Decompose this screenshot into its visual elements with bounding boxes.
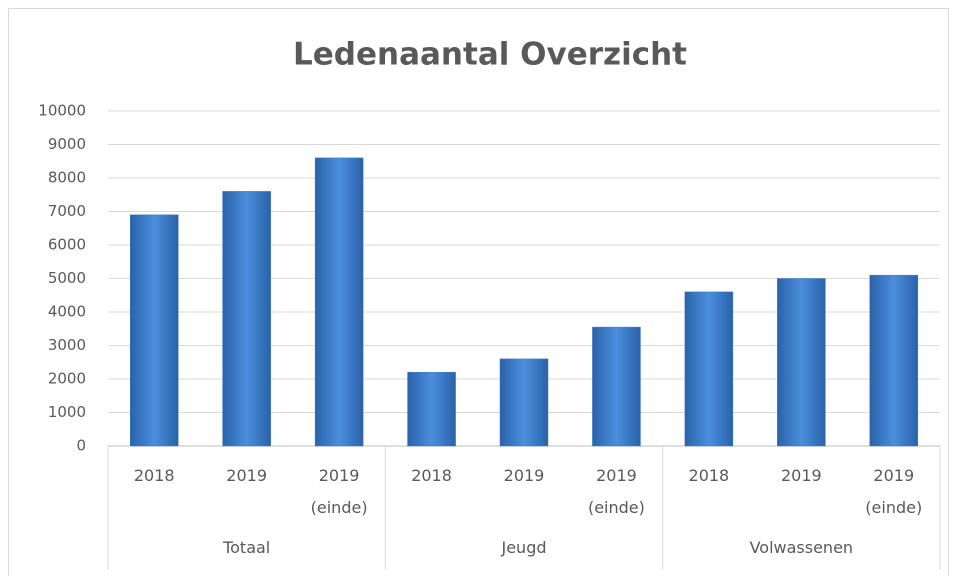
chart-title: Ledenaantal Overzicht [293, 37, 687, 73]
bar [314, 157, 364, 447]
bar [222, 191, 271, 447]
x-tick-label: 2018 [688, 466, 730, 485]
y-tick-label: 10000 [38, 102, 86, 120]
x-tick-label: 2018 [133, 466, 175, 485]
bar [684, 291, 734, 447]
bar [407, 372, 456, 447]
bar [869, 274, 919, 447]
bar [777, 278, 826, 447]
x-tick-label: 2019 [503, 466, 545, 485]
x-tick-label: 2019 [226, 466, 268, 485]
y-tick-label: 3000 [48, 336, 86, 354]
group-label: Volwassenen [749, 538, 854, 557]
chart-border [8, 8, 949, 576]
x-tick-label: 2019 [780, 466, 822, 485]
y-tick-label: 6000 [48, 236, 86, 254]
x-tick-label: 2019 (einde) [587, 466, 645, 517]
y-tick-label: 2000 [48, 370, 86, 388]
y-tick-label: 1000 [48, 403, 86, 421]
x-tick-label: 2019 (einde) [310, 466, 368, 517]
y-tick-label: 0 [76, 437, 86, 455]
x-tick-label: 2018 [411, 466, 452, 485]
x-tick-label: 2019 (einde) [865, 466, 923, 517]
y-tick-label: 5000 [48, 269, 86, 287]
y-tick-label: 8000 [48, 169, 86, 187]
y-tick-label: 7000 [48, 202, 86, 220]
group-label: Jeugd [501, 538, 547, 557]
bar [592, 326, 641, 447]
group-label: Totaal [223, 538, 271, 557]
y-tick-label: 9000 [48, 135, 86, 153]
y-tick-label: 4000 [48, 303, 86, 321]
bar [499, 358, 549, 447]
bar [129, 214, 179, 447]
